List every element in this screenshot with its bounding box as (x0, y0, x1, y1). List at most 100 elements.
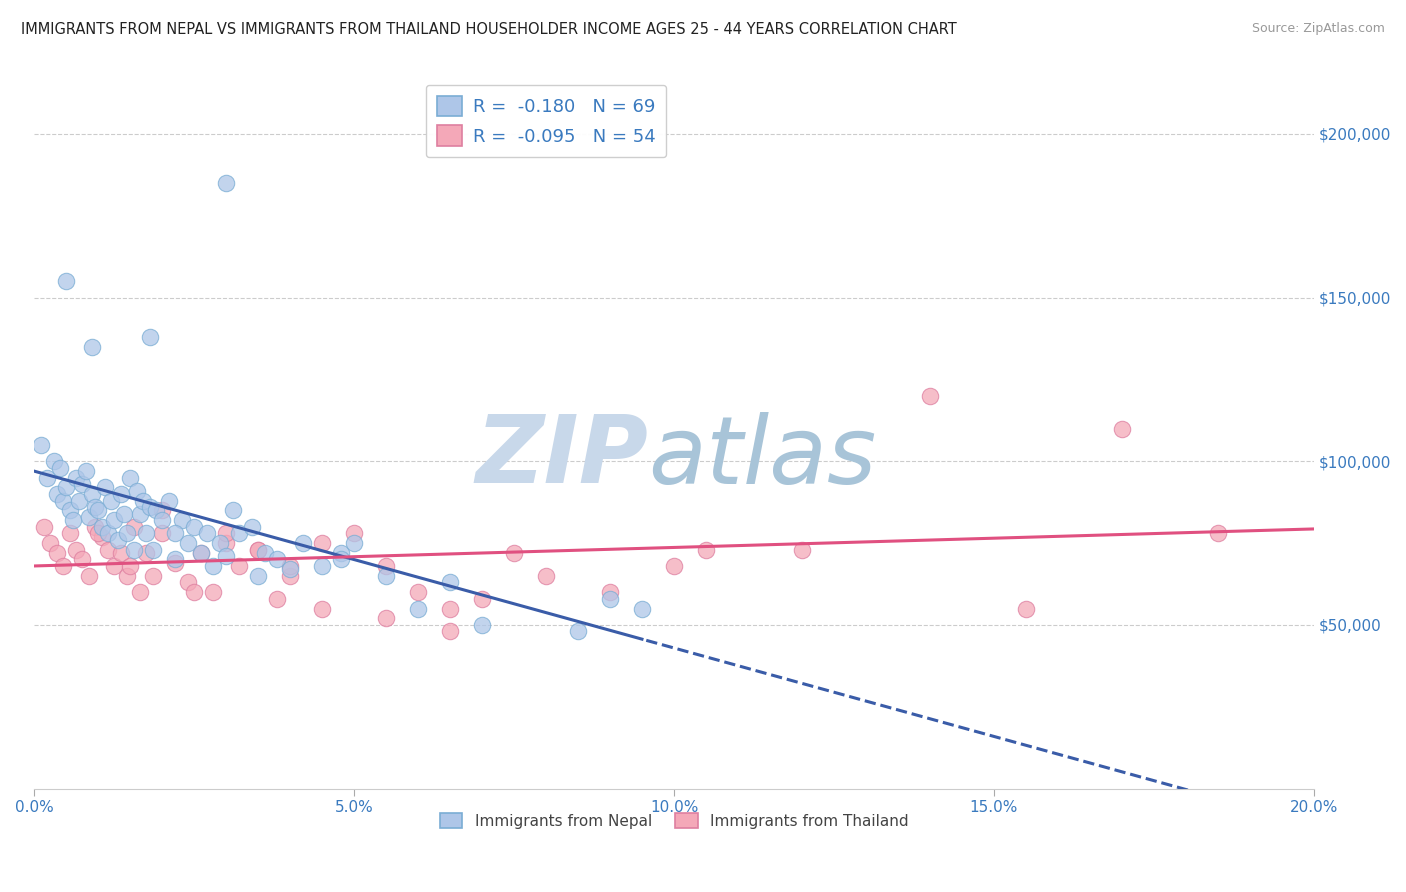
Point (177, 575, 200, 590)
Point (599, 591, 621, 606)
Point (406, 585, 429, 599)
Point (93, 480, 115, 494)
Point (266, 591, 288, 606)
Point (37, 470, 59, 484)
Point (247, 569, 270, 583)
Point (215, 536, 238, 550)
Point (150, 513, 173, 527)
Point (375, 559, 398, 574)
Point (90, 519, 112, 533)
Point (45, 487, 67, 501)
Point (215, 176, 238, 190)
Point (177, 536, 200, 550)
Point (138, 330, 160, 344)
Point (80, 340, 103, 354)
Point (112, 507, 135, 521)
Point (330, 552, 353, 566)
Point (142, 569, 165, 583)
Point (80, 487, 103, 501)
Point (190, 546, 212, 560)
Point (72, 552, 94, 566)
Point (1015, 601, 1038, 615)
Point (599, 585, 621, 599)
Point (183, 585, 205, 599)
Point (84, 500, 107, 514)
Point (1206, 526, 1229, 541)
Point (49, 460, 72, 475)
Point (30, 438, 52, 452)
Point (103, 513, 125, 527)
Point (115, 526, 138, 541)
Text: Source: ZipAtlas.com: Source: ZipAtlas.com (1251, 22, 1385, 36)
Point (190, 546, 212, 560)
Point (165, 552, 187, 566)
Point (107, 533, 129, 547)
Point (62, 513, 84, 527)
Legend: Immigrants from Nepal, Immigrants from Thailand: Immigrants from Nepal, Immigrants from T… (433, 806, 915, 835)
Text: atlas: atlas (648, 412, 877, 503)
Point (195, 526, 218, 541)
Point (150, 503, 173, 517)
Point (77, 509, 100, 524)
Point (42, 454, 65, 468)
Point (72, 477, 94, 491)
Point (67, 493, 90, 508)
Point (215, 526, 238, 541)
Point (65, 542, 87, 557)
Point (439, 624, 461, 639)
Point (129, 585, 152, 599)
Point (311, 559, 333, 574)
Point (150, 526, 173, 541)
Point (1111, 421, 1133, 435)
Point (631, 601, 654, 615)
Point (110, 546, 132, 560)
Point (292, 536, 315, 550)
Point (183, 519, 205, 533)
Point (138, 500, 160, 514)
Point (55, 274, 77, 288)
Point (278, 559, 301, 574)
Point (278, 569, 301, 583)
Point (52, 493, 75, 508)
Point (165, 526, 187, 541)
Point (567, 624, 589, 639)
Point (247, 542, 270, 557)
Point (100, 493, 122, 508)
Point (135, 546, 157, 560)
Point (122, 519, 145, 533)
Point (125, 483, 148, 498)
Point (503, 546, 526, 560)
Point (87, 526, 110, 541)
Point (215, 549, 238, 563)
Point (120, 559, 142, 574)
Point (58, 526, 80, 541)
Point (115, 569, 138, 583)
Point (266, 552, 288, 566)
Point (58, 503, 80, 517)
Point (103, 559, 125, 574)
Point (77, 569, 100, 583)
Point (253, 546, 276, 560)
Point (221, 503, 243, 517)
Point (918, 389, 941, 403)
Point (695, 542, 717, 557)
Point (330, 546, 353, 560)
Point (52, 559, 75, 574)
Point (471, 591, 494, 606)
Point (278, 562, 301, 576)
Point (439, 575, 461, 590)
Point (122, 542, 145, 557)
Point (157, 493, 180, 508)
Point (165, 556, 187, 570)
Text: ZIP: ZIP (475, 411, 648, 503)
Point (39, 536, 62, 550)
Point (170, 513, 193, 527)
Point (97, 526, 120, 541)
Point (90, 529, 112, 543)
Point (228, 559, 250, 574)
Point (202, 585, 225, 599)
Point (202, 559, 225, 574)
Point (247, 542, 270, 557)
Point (142, 542, 165, 557)
Point (97, 542, 120, 557)
